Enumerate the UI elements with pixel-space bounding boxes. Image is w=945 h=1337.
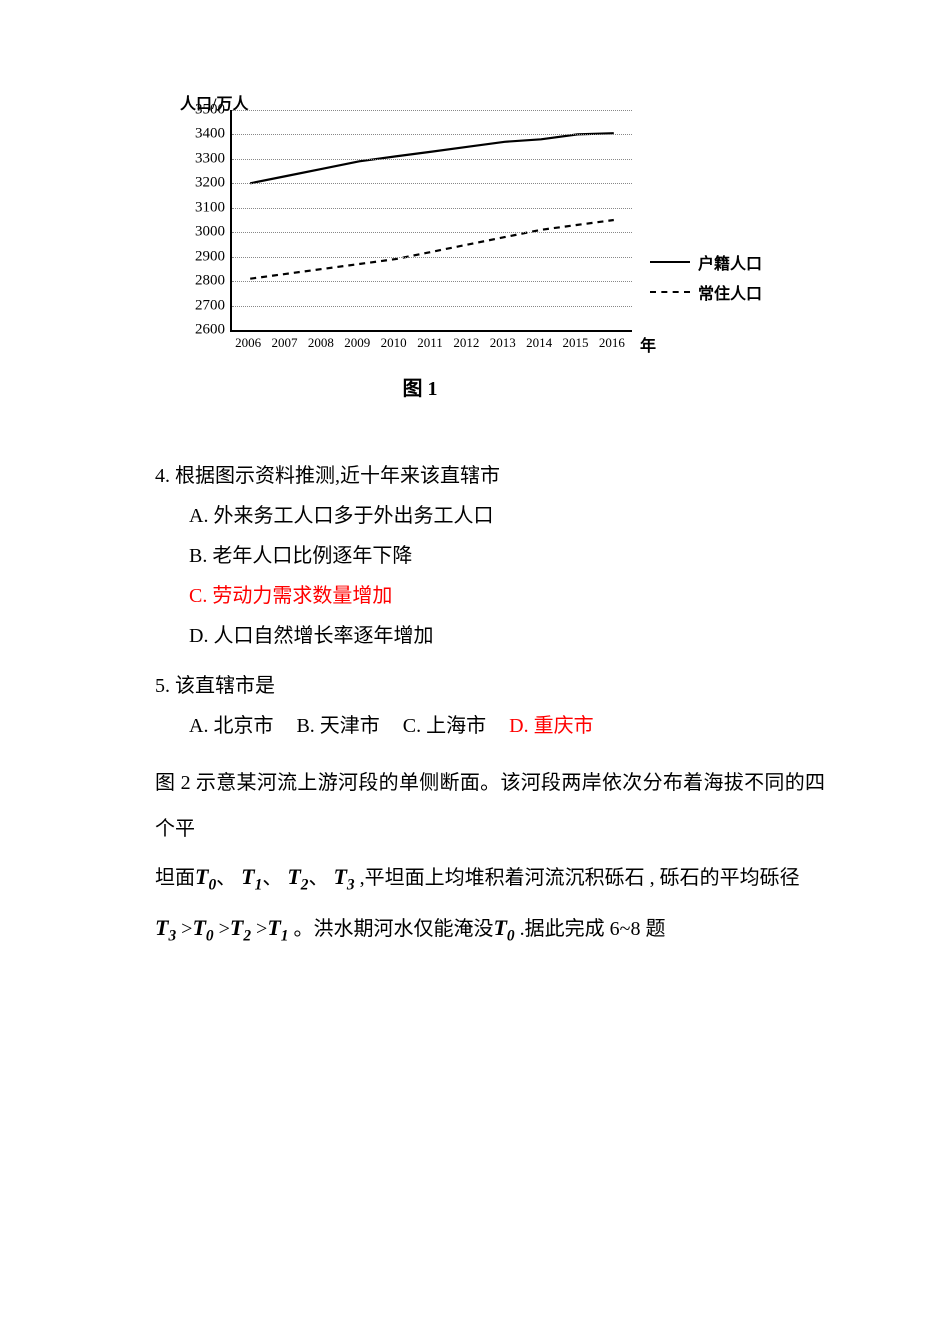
y-axis-ticks: 2600270028002900300031003200330034003500: [170, 110, 225, 330]
q5-option-a: A. 北京市: [189, 715, 273, 737]
legend-item-huji: 户籍人口: [650, 250, 762, 274]
chart-area: 人口/万人 2600270028002900300031003200330034…: [170, 100, 790, 360]
ord-t3: T3: [155, 915, 176, 940]
flood-t0: T0: [493, 915, 514, 940]
x-tick-label: 2011: [417, 335, 443, 351]
sep2: 、: [262, 867, 282, 889]
passage-figure2: 图 2 示意某河流上游河段的单侧断面。该河段两岸依次分布着海拔不同的四个平 坦面…: [155, 760, 825, 954]
gridline: [232, 281, 632, 282]
plot-area: [230, 110, 632, 332]
gridline: [232, 208, 632, 209]
q4-option-d: D. 人口自然增长率逐年增加: [155, 616, 825, 656]
ord-t1: T1: [267, 915, 288, 940]
gt2: >: [214, 918, 230, 940]
question-content: 4. 根据图示资料推测,近十年来该直辖市 A. 外来务工人口多于外出务工人口 B…: [0, 456, 945, 954]
chart-legend: 户籍人口 常住人口: [650, 250, 762, 310]
passage-mid: 。洪水期河水仅能淹没: [288, 918, 493, 940]
y-tick-label: 3000: [170, 224, 225, 241]
legend-line-solid: [650, 261, 690, 263]
x-tick-label: 2014: [526, 335, 552, 351]
chart-series-svg: [232, 110, 632, 330]
x-tick-label: 2008: [308, 335, 334, 351]
q5-options: A. 北京市 B. 天津市 C. 上海市 D. 重庆市: [155, 706, 825, 746]
gridline: [232, 159, 632, 160]
q5-stem: 5. 该直辖市是: [155, 666, 825, 706]
q4-option-a: A. 外来务工人口多于外出务工人口: [155, 496, 825, 536]
y-tick-label: 3200: [170, 175, 225, 192]
ord-t2: T2: [230, 915, 251, 940]
x-tick-label: 2007: [272, 335, 298, 351]
legend-label-huji: 户籍人口: [698, 250, 762, 274]
x-tick-label: 2009: [344, 335, 370, 351]
series-常住人口: [250, 220, 614, 279]
y-tick-label: 2700: [170, 297, 225, 314]
t0-var: T0: [195, 864, 216, 889]
sep1: 、: [216, 867, 236, 889]
legend-label-changzhu: 常住人口: [698, 280, 762, 304]
legend-item-changzhu: 常住人口: [650, 280, 762, 304]
q4-option-b: B. 老年人口比例逐年下降: [155, 536, 825, 576]
x-axis-ticks: 2006 2007 2008 2009 2010 2011 2012 2013 2014 2015…: [230, 335, 630, 355]
y-tick-label: 2900: [170, 248, 225, 265]
gridline: [232, 306, 632, 307]
q4-stem: 4. 根据图示资料推测,近十年来该直辖市: [155, 456, 825, 496]
x-tick-label: 2006: [235, 335, 261, 351]
y-tick-label: 2600: [170, 322, 225, 339]
y-tick-label: 3300: [170, 150, 225, 167]
t3-var: T3: [333, 864, 354, 889]
figure-caption: 图 1: [50, 372, 790, 401]
ord-t0: T0: [192, 915, 213, 940]
y-tick-label: 3500: [170, 102, 225, 119]
t1-var: T1: [241, 864, 262, 889]
q5-option-c: C. 上海市: [403, 715, 486, 737]
document-page: 人口/万人 2600270028002900300031003200330034…: [0, 0, 945, 954]
gridline: [232, 257, 632, 258]
passage-line1: 图 2 示意某河流上游河段的单侧断面。该河段两岸依次分布着海拔不同的四个平: [155, 772, 825, 840]
passage-end: .据此完成 6~8 题: [515, 918, 666, 940]
y-tick-label: 3100: [170, 199, 225, 216]
gridline: [232, 110, 632, 111]
y-tick-label: 3400: [170, 126, 225, 143]
q5-option-d: D. 重庆市: [509, 715, 593, 737]
x-tick-label: 2012: [453, 335, 479, 351]
gridline: [232, 183, 632, 184]
q4-option-c: C. 劳动力需求数量增加: [155, 576, 825, 616]
passage-line2-pre: 坦面: [155, 867, 195, 889]
gt1: >: [176, 918, 192, 940]
passage-line2-post: ,平坦面上均堆积着河流沉积砾石 , 砾石的平均砾径: [355, 867, 800, 889]
x-tick-label: 2010: [381, 335, 407, 351]
legend-line-dash: [650, 291, 690, 293]
y-tick-label: 2800: [170, 273, 225, 290]
sep3: 、: [308, 867, 328, 889]
x-axis-unit: 年: [640, 332, 656, 356]
x-tick-label: 2013: [490, 335, 516, 351]
t2-var: T2: [287, 864, 308, 889]
q5-option-b: B. 天津市: [296, 715, 379, 737]
x-tick-label: 2015: [562, 335, 588, 351]
gridline: [232, 232, 632, 233]
gridline: [232, 134, 632, 135]
x-tick-label: 2016: [599, 335, 625, 351]
gt3: >: [251, 918, 267, 940]
population-chart: 人口/万人 2600270028002900300031003200330034…: [170, 100, 790, 401]
